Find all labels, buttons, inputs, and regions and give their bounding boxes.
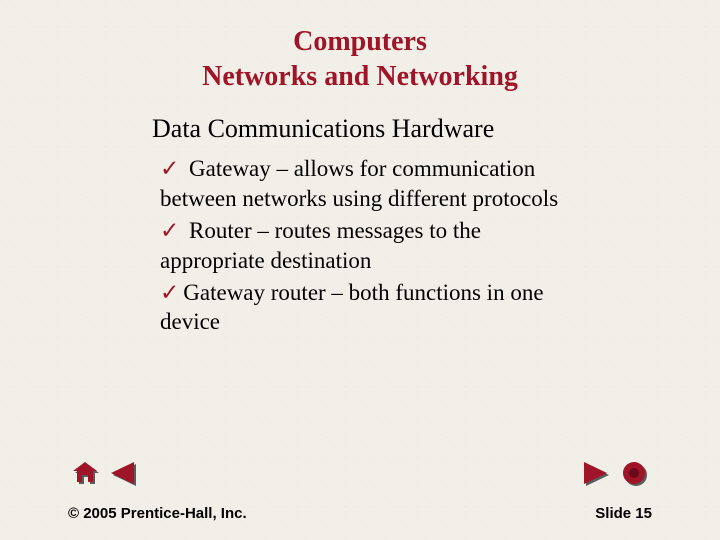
list-item: ✓Gateway router – both functions in one … — [160, 278, 590, 338]
check-icon: ✓ — [160, 155, 179, 181]
end-icon — [618, 460, 652, 488]
list-item: ✓ Gateway – allows for communication bet… — [160, 154, 590, 214]
prev-icon — [106, 460, 140, 488]
bullet-text: Gateway router – both functions in one d… — [160, 280, 544, 335]
list-item: ✓ Router – routes messages to the approp… — [160, 216, 590, 276]
bullet-text: Gateway – allows for communication betwe… — [160, 156, 558, 211]
title-line-1: Computers — [0, 24, 720, 59]
slide-title: Computers Networks and Networking — [0, 0, 720, 94]
bullet-text: Router – routes messages to the appropri… — [160, 218, 481, 273]
prev-button[interactable] — [106, 460, 140, 488]
next-button[interactable] — [580, 460, 614, 488]
check-icon: ✓ — [160, 217, 179, 243]
next-icon — [580, 460, 614, 488]
nav-row — [0, 460, 720, 488]
slide-subtitle: Data Communications Hardware — [0, 94, 720, 150]
body-text: ✓ Gateway – allows for communication bet… — [0, 150, 720, 337]
check-icon: ✓ — [160, 279, 179, 305]
copyright: © 2005 Prentice-Hall, Inc. — [68, 505, 247, 522]
slide-number: Slide 15 — [595, 505, 652, 522]
title-line-2: Networks and Networking — [0, 59, 720, 94]
footer: © 2005 Prentice-Hall, Inc. Slide 15 — [0, 505, 720, 522]
end-button[interactable] — [618, 460, 652, 488]
home-icon — [68, 460, 102, 488]
home-button[interactable] — [68, 460, 102, 488]
